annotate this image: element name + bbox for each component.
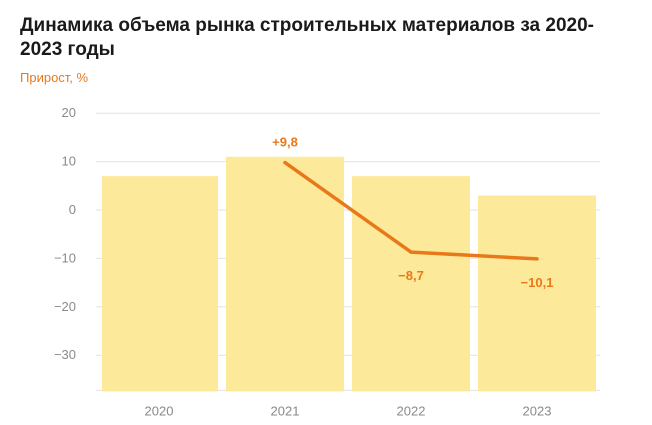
x-tick-label: 2022 bbox=[397, 403, 426, 418]
x-tick-label: 2023 bbox=[523, 403, 552, 418]
data-label: −8,7 bbox=[398, 268, 424, 283]
x-tick-label: 2021 bbox=[271, 403, 300, 418]
x-tick-label: 2020 bbox=[145, 403, 174, 418]
y-tick-label: −10 bbox=[54, 250, 76, 265]
y-tick-label: 0 bbox=[69, 202, 76, 217]
data-label: −10,1 bbox=[521, 275, 554, 290]
y-axis-label: Прирост, % bbox=[20, 70, 89, 85]
chart-title: Динамика объема рынка строительных матер… bbox=[20, 15, 594, 60]
y-tick-label: 10 bbox=[62, 154, 76, 169]
data-label: +9,8 bbox=[272, 135, 298, 150]
y-tick-label: −30 bbox=[54, 347, 76, 362]
bar bbox=[102, 176, 218, 392]
bar bbox=[226, 156, 344, 392]
growth-line bbox=[283, 160, 539, 261]
bar bbox=[352, 176, 470, 392]
y-tick-label: −20 bbox=[54, 299, 76, 314]
y-tick-label: 20 bbox=[62, 105, 76, 120]
bar bbox=[478, 195, 596, 392]
